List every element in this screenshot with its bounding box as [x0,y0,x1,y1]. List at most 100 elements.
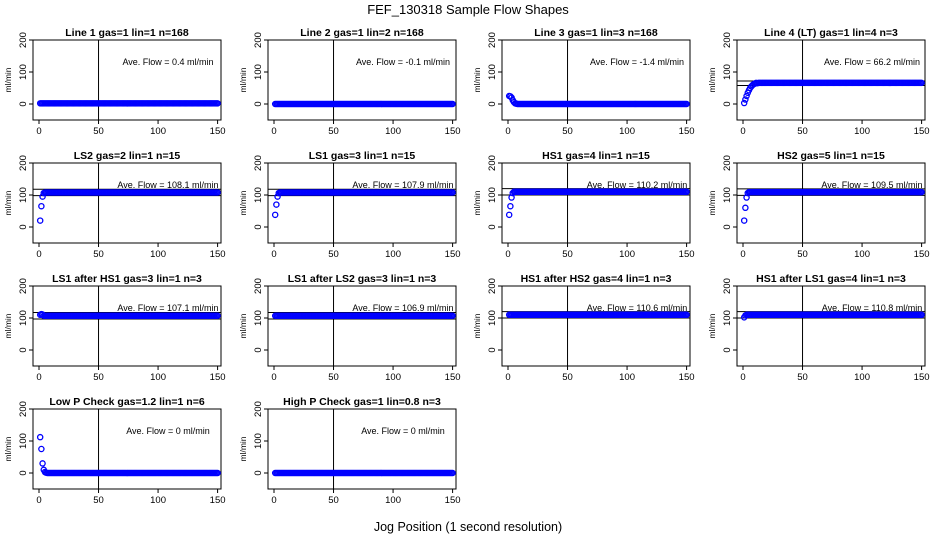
plot-frame [736,285,926,367]
plot-frame [267,39,457,121]
y-tick-label: 200 [253,278,264,294]
x-tick-label: 50 [562,126,573,137]
x-tick-label: 100 [854,249,870,260]
panel-title: Line 1 gas=1 lin=1 n=168 [65,27,189,39]
chart-panel: LS1 after LS2 gas=3 lin=1 n=3 0 50 100 150 0 1… [238,273,461,383]
y-tick-label: 0 [18,347,29,352]
x-tick-label: 0 [271,126,276,137]
average-flow-annotation: Ave. Flow = 110.6 ml/min [587,303,687,313]
x-tick-label: 150 [445,372,461,383]
average-flow-annotation: Ave. Flow = -1.4 ml/min [590,57,684,67]
x-tick-label: 100 [619,249,635,260]
y-tick-label: 200 [487,278,498,294]
x-tick-label: 150 [445,249,461,260]
average-flow-annotation: Ave. Flow = 108.1 ml/min [117,180,218,190]
y-axis-label: ml/min [472,67,482,92]
y-tick-label: 200 [18,278,29,294]
average-flow-annotation: Ave. Flow = 0.4 ml/min [122,57,213,67]
x-tick-label: 150 [914,372,930,383]
average-flow-annotation: Ave. Flow = 107.1 ml/min [117,303,218,313]
data-point [918,79,925,87]
data-series [36,310,221,320]
data-point [743,92,750,100]
data-point [507,202,514,210]
average-flow-annotation: Ave. Flow = 109.5 ml/min [821,180,922,190]
data-point [683,100,690,108]
x-tick-label: 100 [619,372,635,383]
x-tick-label: 150 [914,249,930,260]
x-tick-label: 50 [797,372,808,383]
y-tick-label: 200 [253,155,264,171]
y-tick-label: 200 [487,32,498,48]
x-tick-label: 150 [679,249,695,260]
plot-frame [267,285,457,367]
x-tick-label: 150 [679,126,695,137]
x-tick-label: 150 [210,249,226,260]
y-tick-label: 100 [722,310,733,326]
x-tick-label: 0 [505,126,510,137]
data-point [38,445,45,453]
x-tick-label: 0 [505,249,510,260]
y-axis-label: ml/min [707,67,717,92]
x-tick-label: 0 [271,372,276,383]
y-axis-label: ml/min [3,436,13,461]
x-tick-label: 50 [93,126,104,137]
y-tick-label: 200 [253,401,264,417]
x-tick-label: 100 [385,372,401,383]
x-tick-label: 100 [854,126,870,137]
average-flow-annotation: Ave. Flow = 110.8 ml/min [822,303,922,313]
y-tick-label: 100 [253,433,264,449]
x-tick-label: 100 [150,126,166,137]
chart-panel: HS1 gas=4 lin=1 n=15 0 50 100 150 0 100 200 ml/m… [472,150,695,260]
x-tick-label: 50 [328,372,339,383]
y-tick-label: 0 [253,224,264,229]
plot-frame [267,162,457,244]
data-series [505,188,690,219]
y-axis-label: ml/min [472,313,482,338]
x-tick-label: 150 [914,126,930,137]
y-axis-label: ml/min [707,190,717,215]
y-axis-label: ml/min [3,67,13,92]
x-tick-label: 0 [36,249,41,260]
plot-frame [501,285,691,367]
data-point [39,460,46,467]
data-series [740,79,925,107]
data-series [36,433,221,477]
average-flow-annotation: Ave. Flow = 106.9 ml/min [352,303,453,313]
x-tick-label: 100 [150,372,166,383]
data-point [214,189,221,196]
panel-title: High P Check gas=1 lin=0.8 n=3 [283,396,441,408]
average-flow-annotation: Ave. Flow = 110.2 ml/min [587,180,687,190]
x-tick-label: 0 [271,249,276,260]
y-tick-label: 200 [18,32,29,48]
chart-panel: Line 3 gas=1 lin=3 n=168 0 50 100 150 0 100 200… [472,27,695,137]
chart-panel: HS1 after HS2 gas=4 lin=1 n=3 0 50 100 150 0 1… [472,273,695,383]
x-tick-label: 100 [854,372,870,383]
y-tick-label: 0 [18,101,29,106]
y-tick-label: 0 [18,470,29,475]
x-tick-label: 50 [93,372,104,383]
data-point [449,469,456,477]
chart-panel: Line 4 (LT) gas=1 lin=4 n=3 0 50 100 150 0 100… [707,27,930,137]
chart-panel: LS1 after HS1 gas=3 lin=1 n=3 0 50 100 150 0 1… [3,273,226,383]
y-tick-label: 100 [18,310,29,326]
data-point [505,211,513,219]
x-tick-label: 50 [562,372,573,383]
data-point [742,204,749,212]
y-tick-label: 0 [18,224,29,229]
chart-panel: Line 1 gas=1 lin=1 n=168 0 50 100 150 0 100 200… [3,27,226,137]
y-tick-label: 100 [487,64,498,80]
average-flow-annotation: Ave. Flow = 0 ml/min [126,426,210,436]
panel-title: HS1 after LS1 gas=4 lin=1 n=3 [756,273,906,285]
data-point [214,100,221,107]
plot-frame [501,162,691,244]
data-point [449,312,456,320]
y-tick-label: 100 [722,64,733,80]
data-point [214,312,221,320]
data-series [505,92,690,108]
x-tick-label: 150 [679,372,695,383]
chart-panel: HS2 gas=5 lin=1 n=15 0 50 100 150 0 100 200 ml/m… [707,150,930,260]
y-tick-label: 100 [18,187,29,203]
x-tick-label: 0 [505,372,510,383]
y-axis-label: ml/min [238,436,248,461]
